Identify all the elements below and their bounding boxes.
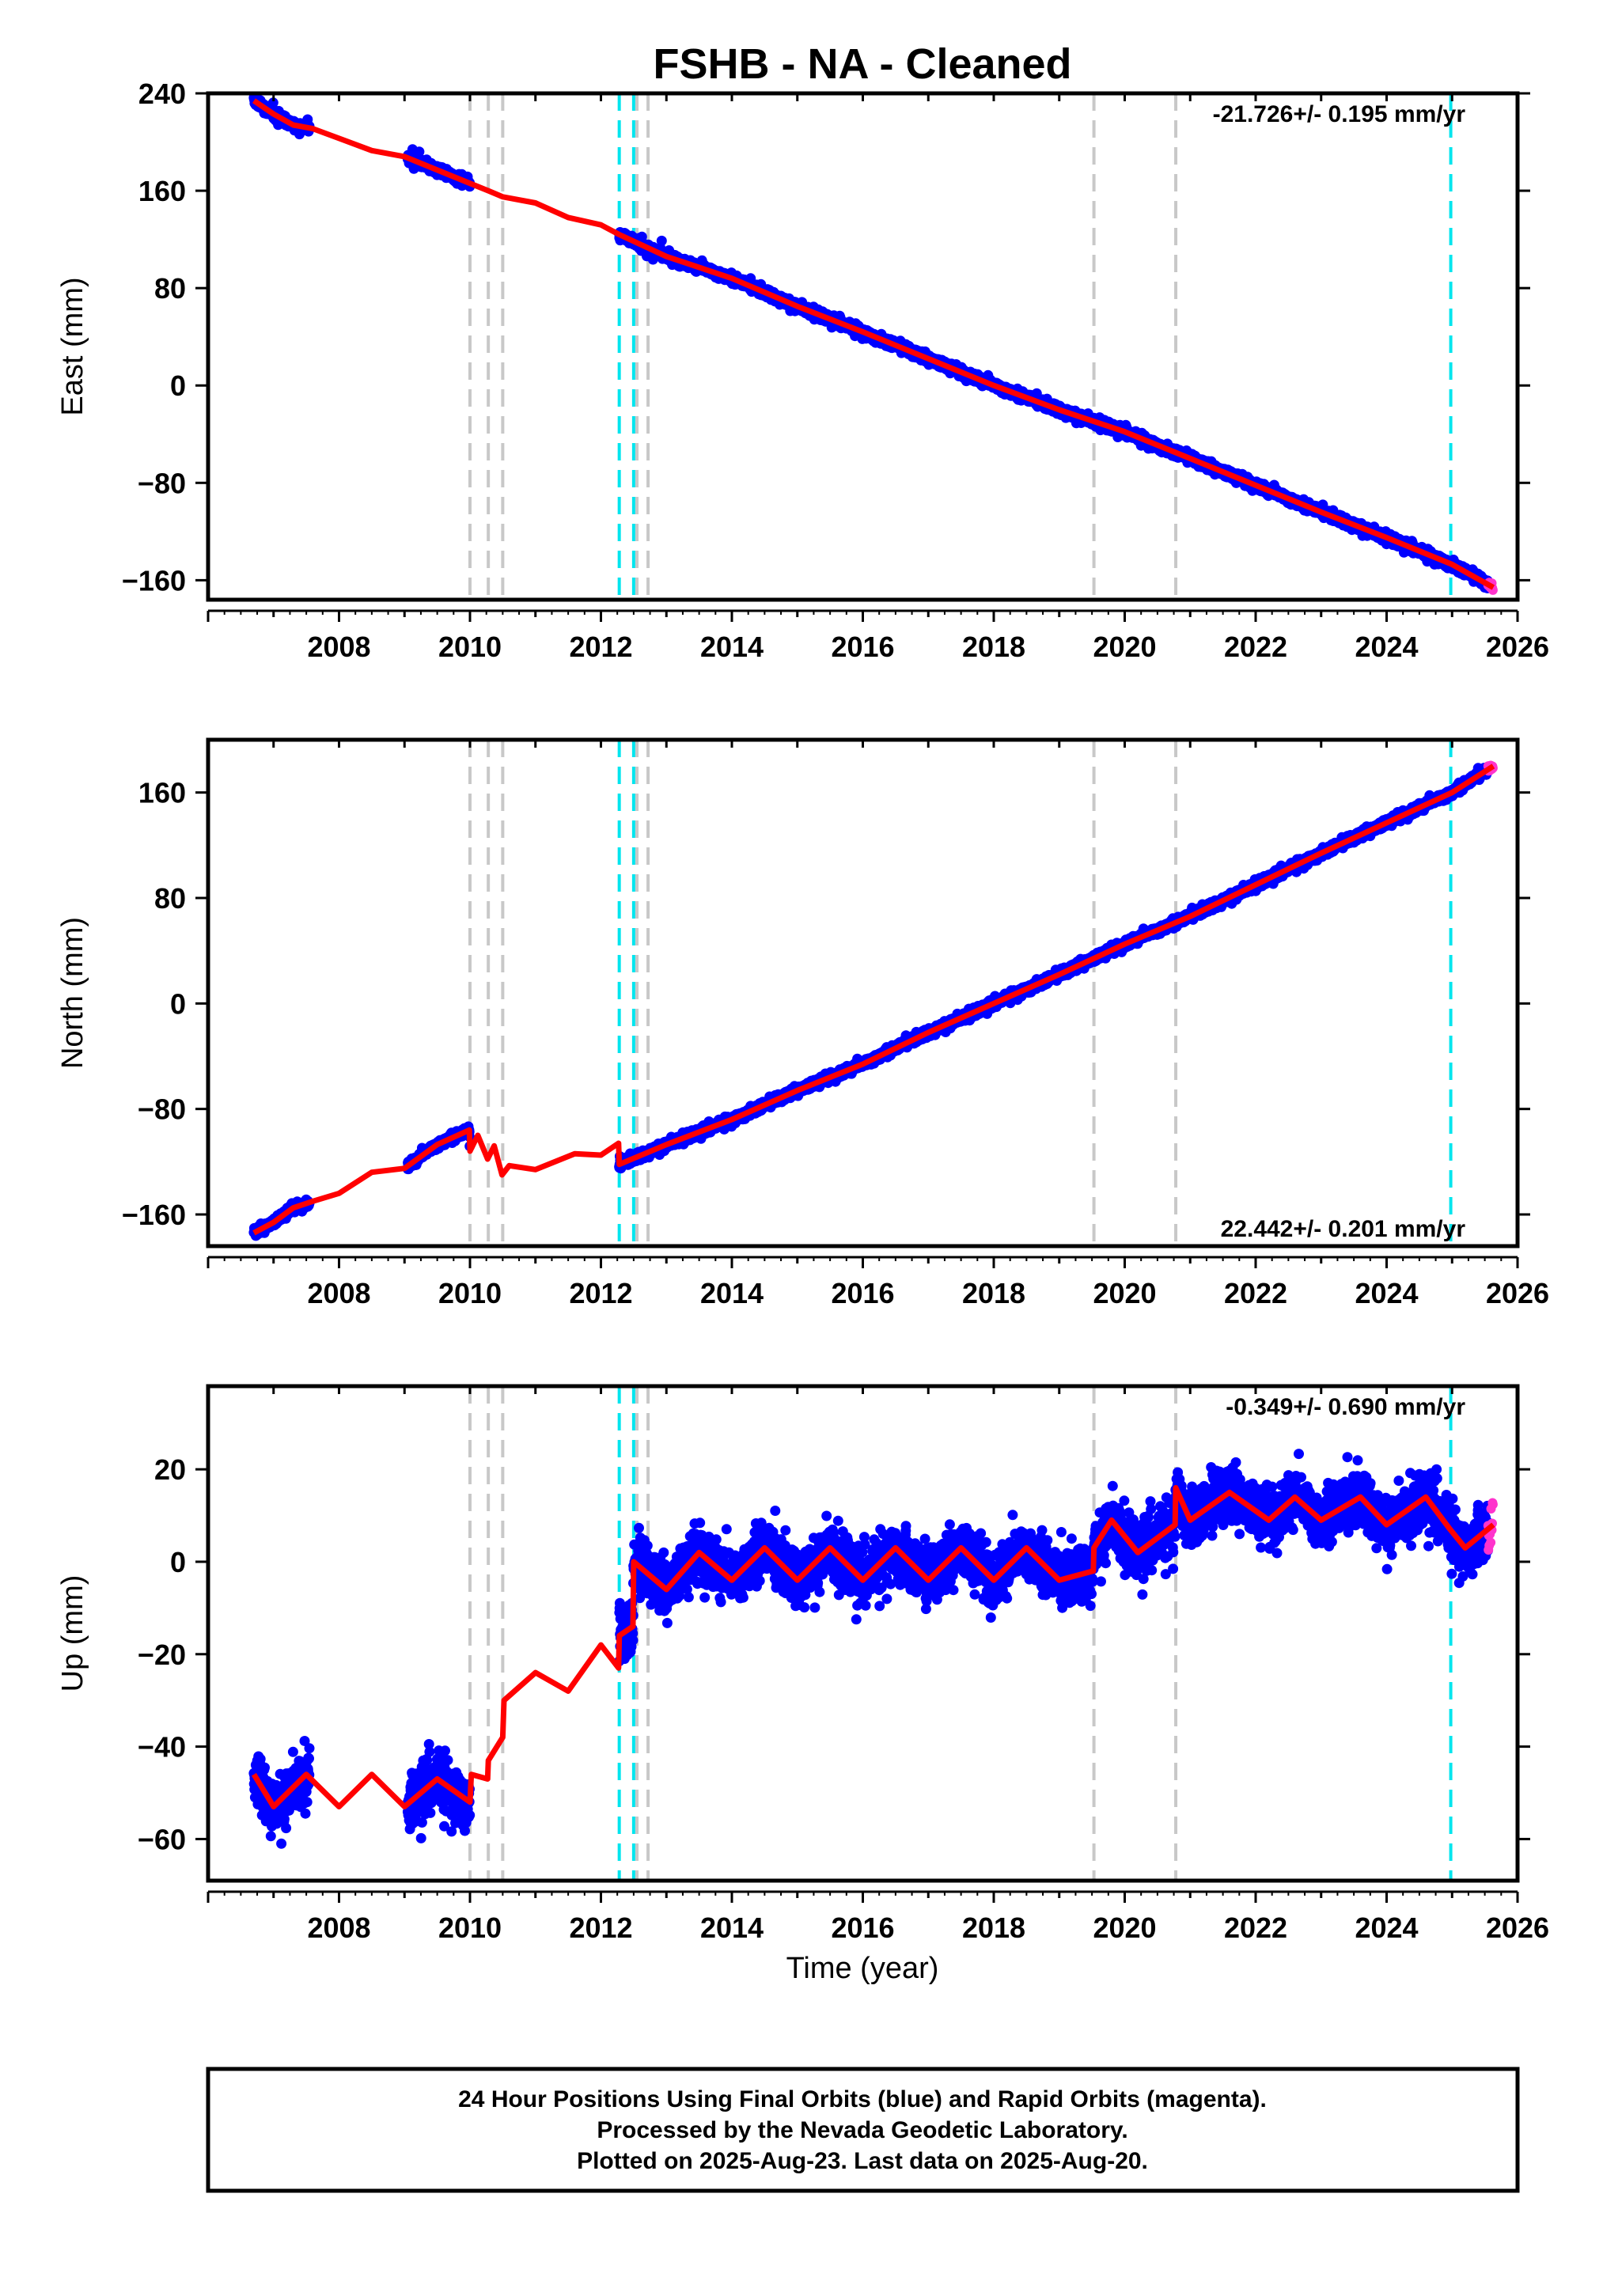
chart-title: FSHB - NA - Cleaned <box>653 40 1071 88</box>
data-point <box>414 146 425 157</box>
data-point <box>656 235 667 246</box>
panel-east: 2008 2010 2012 2014 2016 2018 2020 2022 2024 2026… <box>56 78 1549 663</box>
